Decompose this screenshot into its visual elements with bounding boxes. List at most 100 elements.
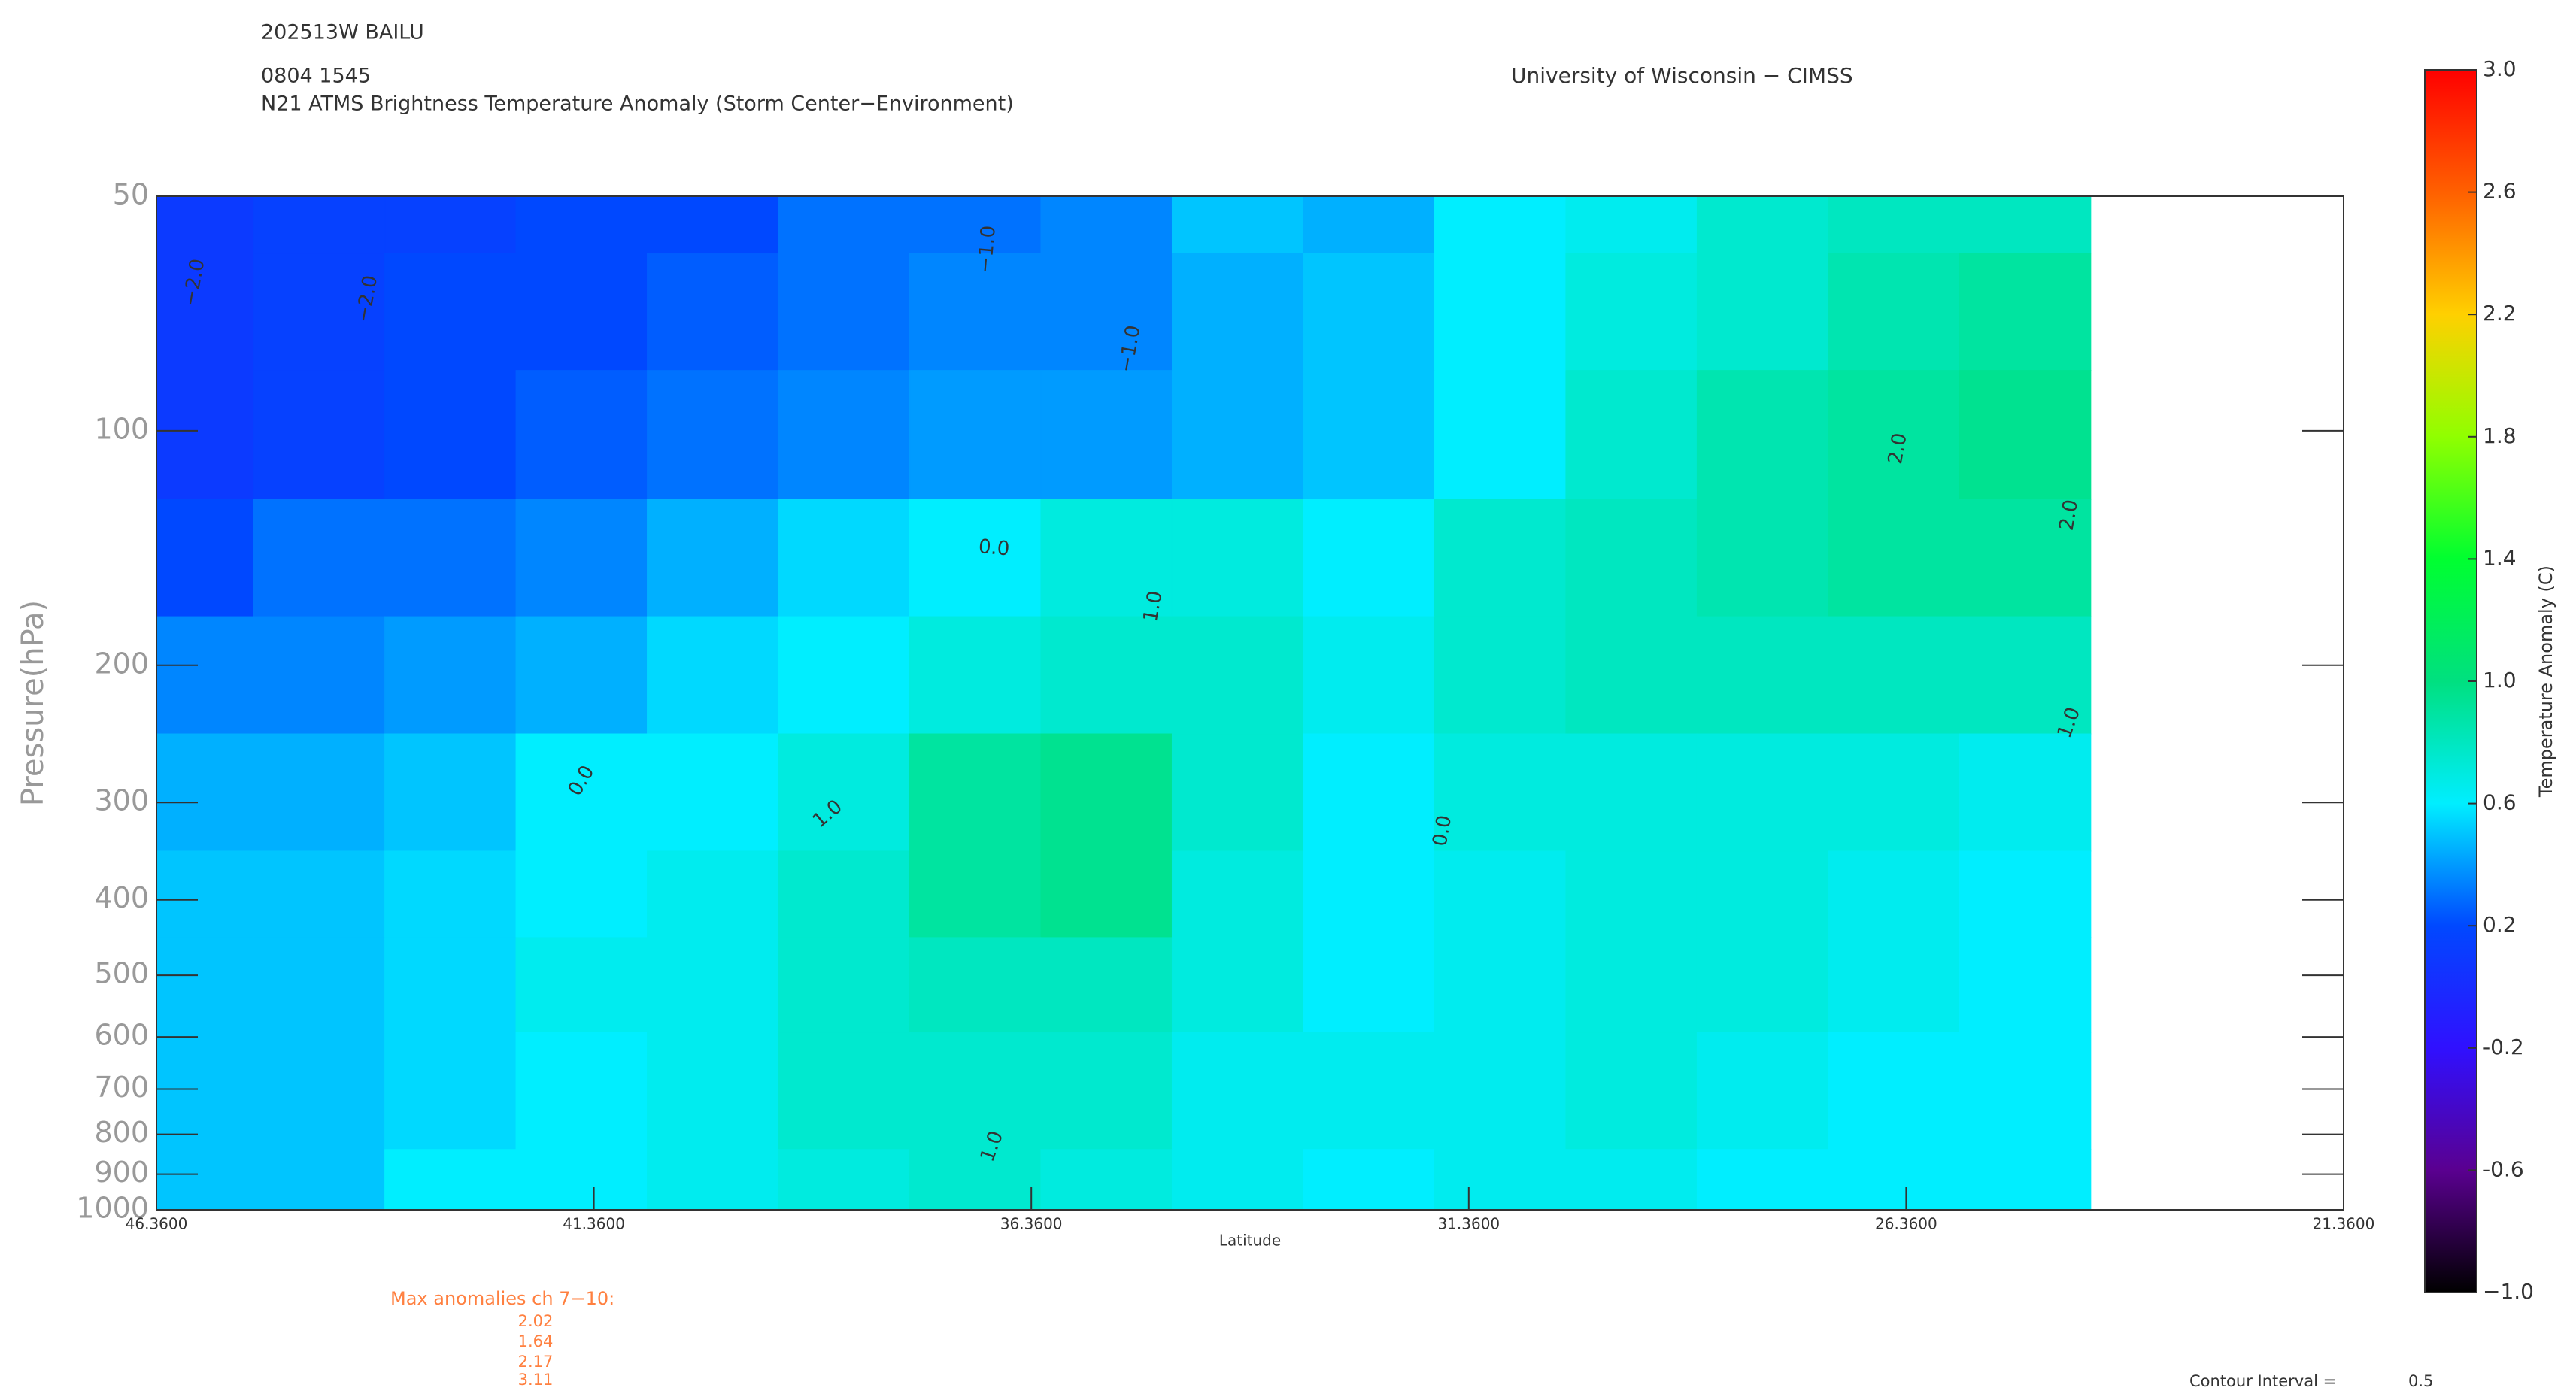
max-anomaly: 1.64 [518, 1332, 554, 1350]
contour-cell [1434, 733, 1567, 852]
contour-cell [1696, 1149, 1829, 1210]
colorbar-tick-label: -0.2 [2483, 1035, 2524, 1059]
contour-cell [156, 1149, 254, 1210]
contour-cell [647, 253, 779, 371]
contour-cell [909, 499, 1042, 617]
colorbar-tick-label: 1.4 [2483, 545, 2517, 570]
contour-cell [1171, 1149, 1304, 1210]
contour-cell [1434, 499, 1567, 617]
contour-cell [1171, 499, 1304, 617]
x-axis-title: Latitude [1219, 1232, 1281, 1250]
contour-cell [1959, 616, 2092, 735]
contour-label: −1.0 [974, 225, 1000, 274]
contour-cell [1171, 850, 1304, 938]
contour-cell [253, 499, 386, 617]
colorbar-tick-label: 0.2 [2483, 912, 2517, 937]
contour-cell [1171, 616, 1304, 735]
contour-cell [647, 370, 779, 500]
contour-cell [778, 1032, 911, 1150]
contour-cell [253, 196, 386, 254]
plot-frame [156, 195, 2344, 1211]
colorbar-tick-label: 2.2 [2483, 301, 2517, 326]
y-tick-label: 900 [94, 1156, 149, 1189]
contour-cell [647, 850, 779, 938]
contour-cell [1434, 1149, 1567, 1210]
contour-cell [515, 196, 648, 254]
contour-cell [1171, 253, 1304, 371]
contour-cell [1828, 253, 1960, 371]
x-tick-label: 21.3600 [2313, 1215, 2375, 1233]
contour-cell [384, 733, 517, 852]
contour-cell [1303, 850, 1435, 938]
colorbar-tick-label: 2.6 [2483, 179, 2517, 204]
y-tick-label: 300 [94, 784, 149, 817]
y-tick-label: 1000 [76, 1192, 149, 1225]
contour-cell [1828, 850, 1960, 938]
contour-cell [1828, 196, 1960, 254]
contour-cell [909, 616, 1042, 735]
contour-cell [384, 499, 517, 617]
contour-cell [1040, 253, 1173, 371]
contour-cell [778, 1149, 911, 1210]
x-tick-label: 36.3600 [1000, 1215, 1063, 1233]
contour-cell [1696, 253, 1829, 371]
contour-cell [156, 253, 254, 371]
max-anomalies-label: Max anomalies ch 7−10: [390, 1288, 614, 1309]
contour-cell [515, 1149, 648, 1210]
contour-cell [384, 616, 517, 735]
contour-cell [1959, 499, 2092, 617]
contour-cell [156, 733, 254, 852]
chart-title: N21 ATMS Brightness Temperature Anomaly … [261, 92, 1014, 116]
contour-cell [1565, 1149, 1698, 1210]
contour-cell [1565, 850, 1698, 938]
contour-cell [1828, 1032, 1960, 1150]
contour-cell [1959, 733, 2092, 852]
contour-cell [909, 370, 1042, 500]
contour-cell [384, 850, 517, 938]
source: University of Wisconsin − CIMSS [1511, 63, 1853, 88]
contour-cell [1696, 499, 1829, 617]
contour-cell [515, 499, 648, 617]
contour-cell [253, 616, 386, 735]
contour-cell [1828, 370, 1960, 500]
max-anomaly: 2.17 [518, 1353, 554, 1371]
contour-cell [1828, 1149, 1960, 1210]
contour-cell [1696, 616, 1829, 735]
contour-cell [1959, 196, 2092, 254]
contour-label: 2.0 [2056, 498, 2083, 532]
contour-cell [384, 1149, 517, 1210]
contour-cell [1434, 370, 1567, 500]
contour-cell [909, 253, 1042, 371]
contour-label: 2.0 [1884, 432, 1912, 466]
contour-cell [1828, 733, 1960, 852]
contour-cell [1303, 937, 1435, 1033]
contour-cell [1828, 616, 1960, 735]
x-tick-label: 31.3600 [1437, 1215, 1500, 1233]
contour-cell [1040, 850, 1173, 938]
y-axis-title: Pressure(hPa) [16, 600, 50, 806]
contour-cell [253, 253, 386, 371]
contour-cell [909, 1032, 1042, 1150]
contour-cell [647, 733, 779, 852]
contour-cell [1959, 1149, 2092, 1210]
contour-cell [1565, 1032, 1698, 1150]
contour-cell [1303, 253, 1435, 371]
contour-cell [778, 499, 911, 617]
y-tick-label: 100 [94, 412, 149, 445]
contour-cell [1959, 370, 2092, 500]
contour-interval: 0.5 [2408, 1372, 2433, 1390]
contour-cell [156, 370, 254, 500]
contour-cell [253, 370, 386, 500]
contour-cell [253, 937, 386, 1033]
contour-cell [1565, 370, 1698, 500]
contour-cell [1434, 850, 1567, 938]
contour-cell [253, 850, 386, 938]
max-anomaly: 3.11 [518, 1371, 554, 1389]
contour-cell [1828, 937, 1960, 1033]
contour-cell [1959, 1032, 2092, 1150]
contour-cell [253, 1032, 386, 1150]
colorbar-tick-label: -0.6 [2483, 1156, 2524, 1181]
contour-cell [1434, 616, 1567, 735]
contour-cell [1696, 937, 1829, 1033]
